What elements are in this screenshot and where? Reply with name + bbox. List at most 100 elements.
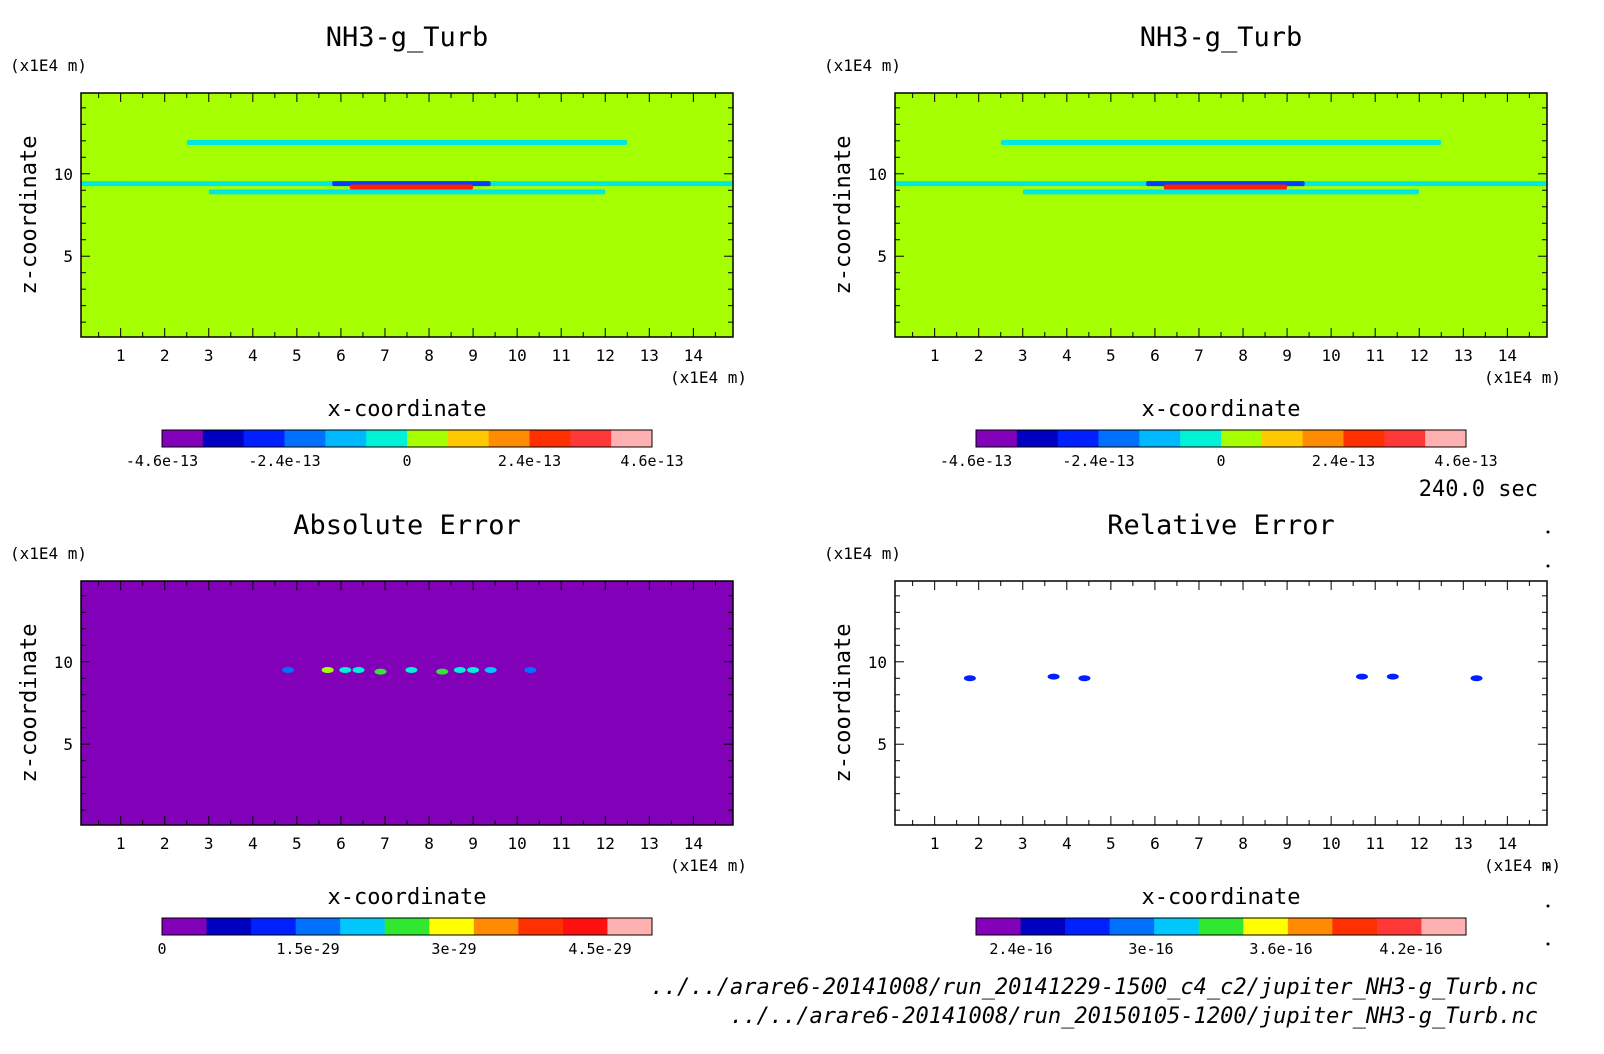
colorbar-swatch bbox=[1198, 918, 1244, 935]
chart-panel-3: Absolute Error(x1E4 m)1 2 3 4 5 6 7 8 9 10 11 12 13 1… bbox=[10, 510, 747, 958]
y-tick-label: 5 bbox=[63, 247, 73, 266]
chart-title: NH3-g_Turb bbox=[326, 22, 489, 53]
colorbar-swatch bbox=[1425, 430, 1467, 447]
data-blob bbox=[1047, 673, 1060, 680]
x-tick-label: 9 bbox=[1282, 834, 1292, 853]
x-tick-label: 9 bbox=[468, 834, 478, 853]
x-axis-label: x-coordinate bbox=[328, 885, 487, 910]
x-tick-label: 5 bbox=[292, 834, 302, 853]
x-tick-label: 11 bbox=[552, 346, 571, 365]
colorbar-swatch bbox=[607, 918, 653, 935]
x-tick-label: 12 bbox=[1410, 346, 1429, 365]
y-tick-label: 5 bbox=[877, 247, 887, 266]
colorbar-label: 2.4e-13 bbox=[1312, 452, 1375, 470]
colorbar-swatch bbox=[1020, 918, 1066, 935]
x-tick-label: 14 bbox=[1498, 346, 1517, 365]
y-axis-unit: (x1E4 m) bbox=[10, 544, 87, 563]
colorbar-swatch bbox=[1154, 918, 1200, 935]
colorbar-frame bbox=[975, 917, 1467, 936]
footer-file-1: ../../arare6-20141008/run_20141229-1500_… bbox=[651, 975, 1538, 1000]
margin-dot bbox=[1546, 564, 1550, 568]
x-tick-label: 4 bbox=[248, 346, 258, 365]
colorbar-swatch bbox=[162, 918, 208, 935]
x-tick-label: 10 bbox=[508, 346, 527, 365]
x-tick-label: 2 bbox=[160, 834, 170, 853]
x-tick-label: 8 bbox=[1238, 346, 1248, 365]
colorbar-label: -4.6e-13 bbox=[126, 452, 198, 470]
colorbar-frame bbox=[161, 917, 653, 936]
data-layer bbox=[1163, 184, 1288, 190]
colorbar-label: 1.5e-29 bbox=[276, 940, 339, 958]
colorbar-swatch bbox=[1065, 918, 1111, 935]
x-tick-label: 5 bbox=[292, 346, 302, 365]
data-blob bbox=[1355, 673, 1368, 680]
y-axis-label: z-coordinate bbox=[831, 136, 856, 295]
colorbar-swatch bbox=[407, 430, 449, 447]
colorbar-label: 3e-16 bbox=[1128, 940, 1173, 958]
colorbar-label: 2.4e-16 bbox=[989, 940, 1052, 958]
y-axis-label: z-coordinate bbox=[17, 624, 42, 783]
colorbar-frame bbox=[975, 429, 1467, 448]
x-tick-label: 13 bbox=[640, 834, 659, 853]
x-tick-label: 1 bbox=[930, 834, 940, 853]
colorbar-swatch bbox=[1243, 918, 1289, 935]
x-tick-label: 13 bbox=[1454, 834, 1473, 853]
chart-title: Absolute Error bbox=[293, 510, 521, 541]
margin-dot bbox=[1546, 942, 1550, 946]
colorbar-swatch bbox=[202, 430, 245, 447]
x-tick-label: 5 bbox=[1106, 346, 1116, 365]
colorbar-label: -2.4e-13 bbox=[1062, 452, 1134, 470]
x-tick-label: 2 bbox=[974, 834, 984, 853]
x-tick-label: 7 bbox=[380, 346, 390, 365]
colorbar-swatch bbox=[1016, 430, 1059, 447]
y-axis-label: z-coordinate bbox=[831, 624, 856, 783]
data-layer bbox=[186, 139, 628, 145]
y-axis-unit: (x1E4 m) bbox=[824, 56, 901, 75]
colorbar-swatch bbox=[1261, 430, 1304, 447]
x-tick-label: 3 bbox=[204, 834, 214, 853]
data-blob bbox=[453, 667, 466, 674]
data-blob bbox=[1470, 675, 1483, 682]
colorbar-label: 2.4e-13 bbox=[498, 452, 561, 470]
x-tick-label: 6 bbox=[336, 834, 346, 853]
x-tick-label: 14 bbox=[684, 834, 703, 853]
data-layer bbox=[1022, 189, 1420, 195]
margin-dot bbox=[1546, 865, 1550, 869]
colorbar-swatch bbox=[162, 430, 204, 447]
colorbar-swatch bbox=[325, 430, 367, 447]
x-tick-label: 12 bbox=[1410, 834, 1429, 853]
x-tick-label: 7 bbox=[380, 834, 390, 853]
colorbar-swatch bbox=[1421, 918, 1467, 935]
colorbar-swatch bbox=[295, 918, 341, 935]
data-blob bbox=[374, 668, 387, 675]
colorbar-swatch bbox=[1109, 918, 1155, 935]
x-tick-label: 9 bbox=[468, 346, 478, 365]
colorbar-swatch bbox=[1376, 918, 1422, 935]
x-tick-label: 10 bbox=[508, 834, 527, 853]
x-tick-label: 13 bbox=[640, 346, 659, 365]
x-axis-label: x-coordinate bbox=[328, 397, 487, 422]
x-tick-label: 11 bbox=[552, 834, 571, 853]
margin-dot bbox=[1546, 904, 1550, 908]
x-tick-label: 8 bbox=[1238, 834, 1248, 853]
colorbar-label: 4.5e-29 bbox=[568, 940, 631, 958]
x-tick-label: 1 bbox=[930, 346, 940, 365]
colorbar-swatch bbox=[1139, 430, 1181, 447]
x-tick-label: 3 bbox=[204, 346, 214, 365]
data-blob bbox=[282, 667, 295, 674]
data-blob bbox=[1386, 673, 1399, 680]
colorbar-swatch bbox=[251, 918, 297, 935]
plot-background bbox=[81, 93, 733, 337]
colorbar-swatch bbox=[1221, 430, 1263, 447]
colorbar-swatch bbox=[366, 430, 408, 447]
colorbar-swatch bbox=[1098, 430, 1140, 447]
plot-background bbox=[81, 581, 733, 825]
x-tick-label: 14 bbox=[1498, 834, 1517, 853]
x-tick-label: 11 bbox=[1366, 346, 1385, 365]
x-tick-label: 10 bbox=[1322, 346, 1341, 365]
x-tick-label: 7 bbox=[1194, 346, 1204, 365]
data-blob bbox=[339, 667, 352, 674]
data-layer bbox=[1000, 139, 1442, 145]
x-tick-label: 2 bbox=[160, 346, 170, 365]
